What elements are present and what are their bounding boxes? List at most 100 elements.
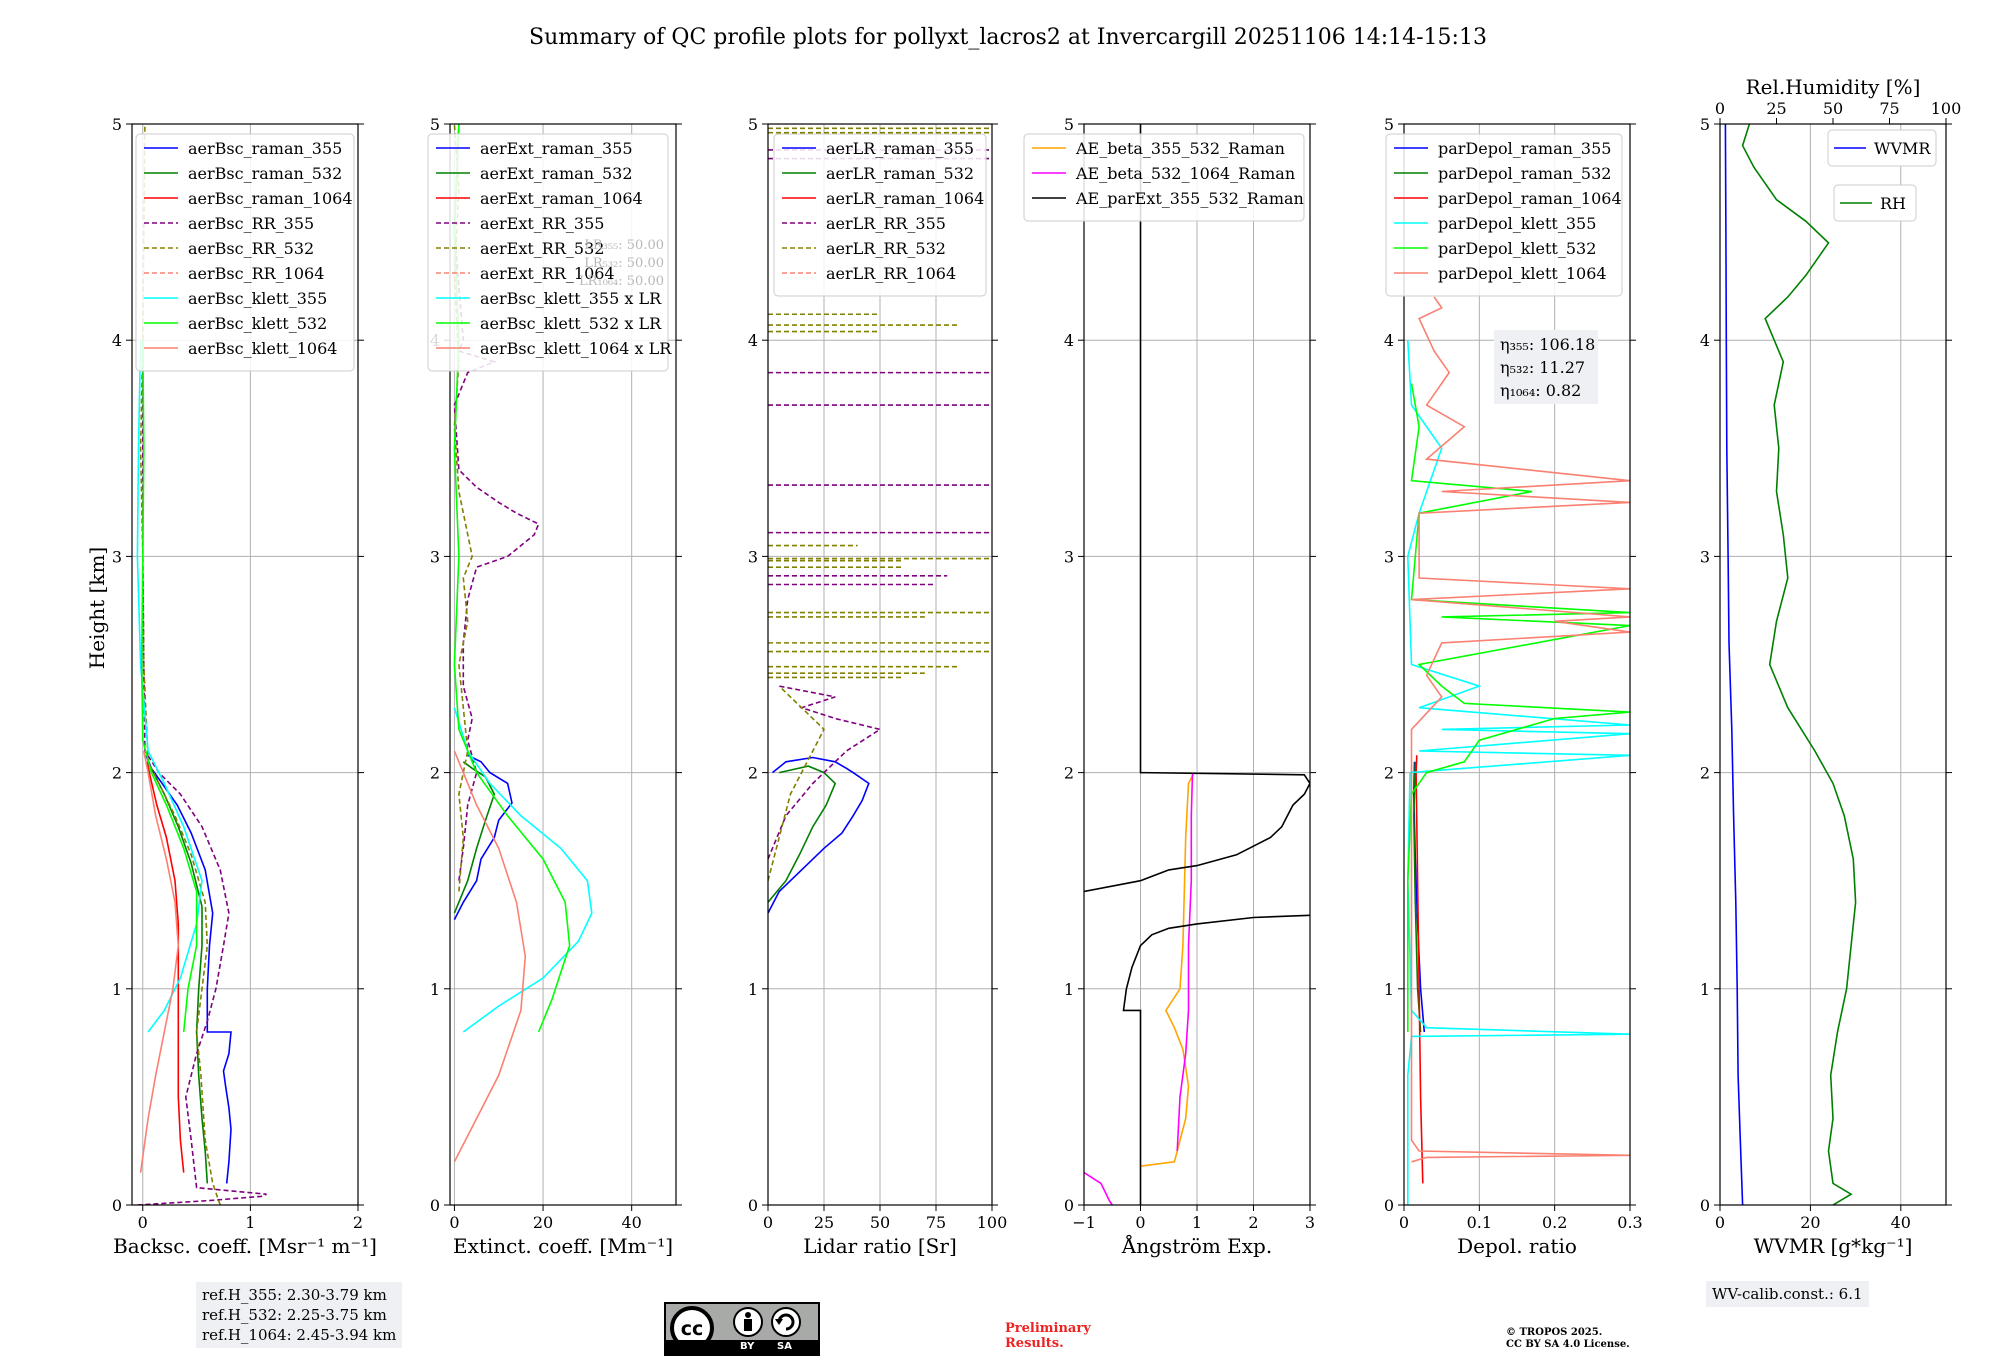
sa-sharealike-icon — [771, 1307, 801, 1337]
wvmr-panel: 0 20 40 0 1 2 3 4 5 WVMR [g*kg⁻¹] 0 25 50 75 100 Rel.Hu… — [1700, 75, 1961, 1258]
xtick-label: 0 — [449, 1213, 459, 1232]
wvmr-series-0 — [1724, 124, 1744, 1205]
backscatter-series-4 — [139, 124, 221, 1205]
twin-tick-label: 25 — [1766, 99, 1786, 118]
wvmr-frame — [1719, 123, 1947, 1206]
angstrom-legend: AE_beta_355_532_Raman AE_beta_532_1064_Ra… — [1023, 133, 1305, 222]
backscatter-series-2 — [146, 761, 185, 1173]
ytick-label: 4 — [1700, 331, 1710, 350]
legend-label: aerBsc_raman_1064 — [188, 189, 353, 208]
ref-height-1064: ref.H_1064: 2.45-3.94 km — [202, 1326, 397, 1344]
cc-logo-icon: cc — [670, 1306, 801, 1342]
legend-label: aerExt_RR_355 — [480, 214, 604, 233]
preliminary-line-1: Preliminary — [1005, 1321, 1091, 1336]
ytick-label: 4 — [1384, 331, 1394, 350]
preliminary-results-note: Preliminary Results. — [1005, 1321, 1091, 1351]
xtick-label: 0.1 — [1467, 1213, 1492, 1232]
license-line-1: © TROPOS 2025. — [1506, 1327, 1603, 1338]
xtick-label: 50 — [870, 1213, 890, 1232]
ytick-label: 3 — [112, 547, 122, 566]
legend-label: aerLR_raman_1064 — [826, 189, 984, 208]
depol-series-3 — [1406, 340, 1630, 1205]
angstrom-xlabel: Ångström Exp. — [1121, 1233, 1272, 1258]
angstrom-series-2-b — [1084, 124, 1310, 893]
legend-label: aerExt_RR_532 — [480, 239, 604, 258]
xtick-label: 0.3 — [1617, 1213, 1642, 1232]
ref-height-355: ref.H_355: 2.30-3.79 km — [202, 1286, 387, 1304]
ytick-label: 1 — [430, 980, 440, 999]
ytick-label: 0 — [112, 1196, 122, 1215]
xtick-label: 0 — [763, 1213, 773, 1232]
cc-badge-sa: SA — [777, 1341, 792, 1352]
legend-label: parDepol_raman_1064 — [1438, 189, 1622, 208]
ytick-label: 2 — [1384, 764, 1394, 783]
legend-label: parDepol_klett_355 — [1438, 214, 1596, 233]
legend-label: parDepol_raman_532 — [1438, 164, 1611, 183]
depol-legend: parDepol_raman_355 parDepol_raman_532 parD… — [1385, 133, 1623, 297]
ytick-label: 2 — [430, 764, 440, 783]
ytick-label: 0 — [1700, 1196, 1710, 1215]
legend-label: RH — [1880, 194, 1906, 213]
ytick-label: 5 — [1064, 115, 1074, 134]
legend-label: aerBsc_raman_355 — [188, 139, 342, 158]
backscatter-series-6 — [136, 340, 203, 1033]
xtick-label: 2 — [1248, 1213, 1258, 1232]
twin-tick-label: 50 — [1823, 99, 1843, 118]
cc-license-badge[interactable]: cc BY SA — [664, 1302, 820, 1356]
y-axis-label: Height [km] — [85, 547, 109, 669]
backscatter-frame — [131, 123, 359, 1206]
license-note: © TROPOS 2025. CC BY SA 4.0 License. — [1506, 1327, 1630, 1351]
legend-label: aerExt_raman_1064 — [480, 189, 643, 208]
legend-label: aerBsc_raman_532 — [188, 164, 342, 183]
ytick-label: 3 — [748, 547, 758, 566]
legend-label: aerBsc_klett_1064 x LR — [480, 339, 672, 358]
twin-tick-label: 0 — [1715, 99, 1725, 118]
legend-label: aerBsc_RR_355 — [188, 214, 314, 233]
legend-label: aerBsc_klett_1064 — [188, 339, 337, 358]
legend-label: aerLR_raman_532 — [826, 164, 974, 183]
xtick-label: 3 — [1305, 1213, 1315, 1232]
ytick-label: 1 — [1064, 980, 1074, 999]
xtick-label: 100 — [977, 1213, 1008, 1232]
ytick-label: 3 — [1064, 547, 1074, 566]
depol-series-2 — [1415, 755, 1424, 1184]
ytick-label: 0 — [1384, 1196, 1394, 1215]
depol-xlabel: Depol. ratio — [1457, 1234, 1577, 1258]
legend-label: aerBsc_klett_355 x LR — [480, 289, 662, 308]
preliminary-line-2: Results. — [1005, 1336, 1064, 1351]
twin-tick-label: 100 — [1931, 99, 1962, 118]
license-line-2: CC BY SA 4.0 License. — [1506, 1339, 1630, 1350]
ytick-label: 1 — [1700, 980, 1710, 999]
eta-annotation: η₃₅₅: 106.18 — [1500, 335, 1595, 354]
legend-label: AE_beta_532_1064_Raman — [1075, 164, 1295, 183]
xtick-label: 0.2 — [1542, 1213, 1567, 1232]
extinction-series-6 — [453, 707, 593, 1033]
xtick-label: 0 — [1399, 1213, 1409, 1232]
cc-badge-cc: cc — [681, 1318, 704, 1340]
lr-annotation: LR₅₃₂: 50.00 — [584, 256, 664, 271]
ytick-label: 2 — [112, 764, 122, 783]
ref-height-532: ref.H_532: 2.25-3.75 km — [202, 1306, 387, 1324]
cc-badge-by: BY — [740, 1341, 755, 1352]
ytick-label: 0 — [748, 1196, 758, 1215]
extinction-series-1 — [453, 761, 496, 914]
legend-wvmr: WVMR — [1827, 129, 1937, 167]
xtick-label: 0 — [1135, 1213, 1145, 1232]
xtick-label: 2 — [353, 1213, 363, 1232]
eta-annotation-box: η₃₅₅: 106.18 η₅₃₂: 11.27 η₁₀₆₄: 0.82 — [1494, 330, 1598, 404]
lidar_ratio-series-0 — [768, 756, 870, 914]
legend-label: WVMR — [1874, 139, 1931, 158]
lidar_ratio-series-3 — [768, 685, 883, 860]
figure-title: Summary of QC profile plots for pollyxt_… — [529, 25, 1487, 50]
ytick-label: 1 — [112, 980, 122, 999]
ytick-label: 2 — [1064, 764, 1074, 783]
legend-label: aerLR_RR_1064 — [826, 264, 956, 283]
wv-calibration-box: WV-calib.const.: 6.1 — [1706, 1281, 1869, 1307]
backscatter-series-3 — [137, 340, 267, 1205]
ytick-label: 5 — [1700, 115, 1710, 134]
reference-heights-box: ref.H_355: 2.30-3.79 km ref.H_532: 2.25-… — [196, 1282, 403, 1348]
extinction-series-0 — [453, 754, 513, 920]
legend-label: AE_beta_355_532_Raman — [1075, 139, 1285, 158]
legend-rh: RH — [1833, 184, 1917, 222]
